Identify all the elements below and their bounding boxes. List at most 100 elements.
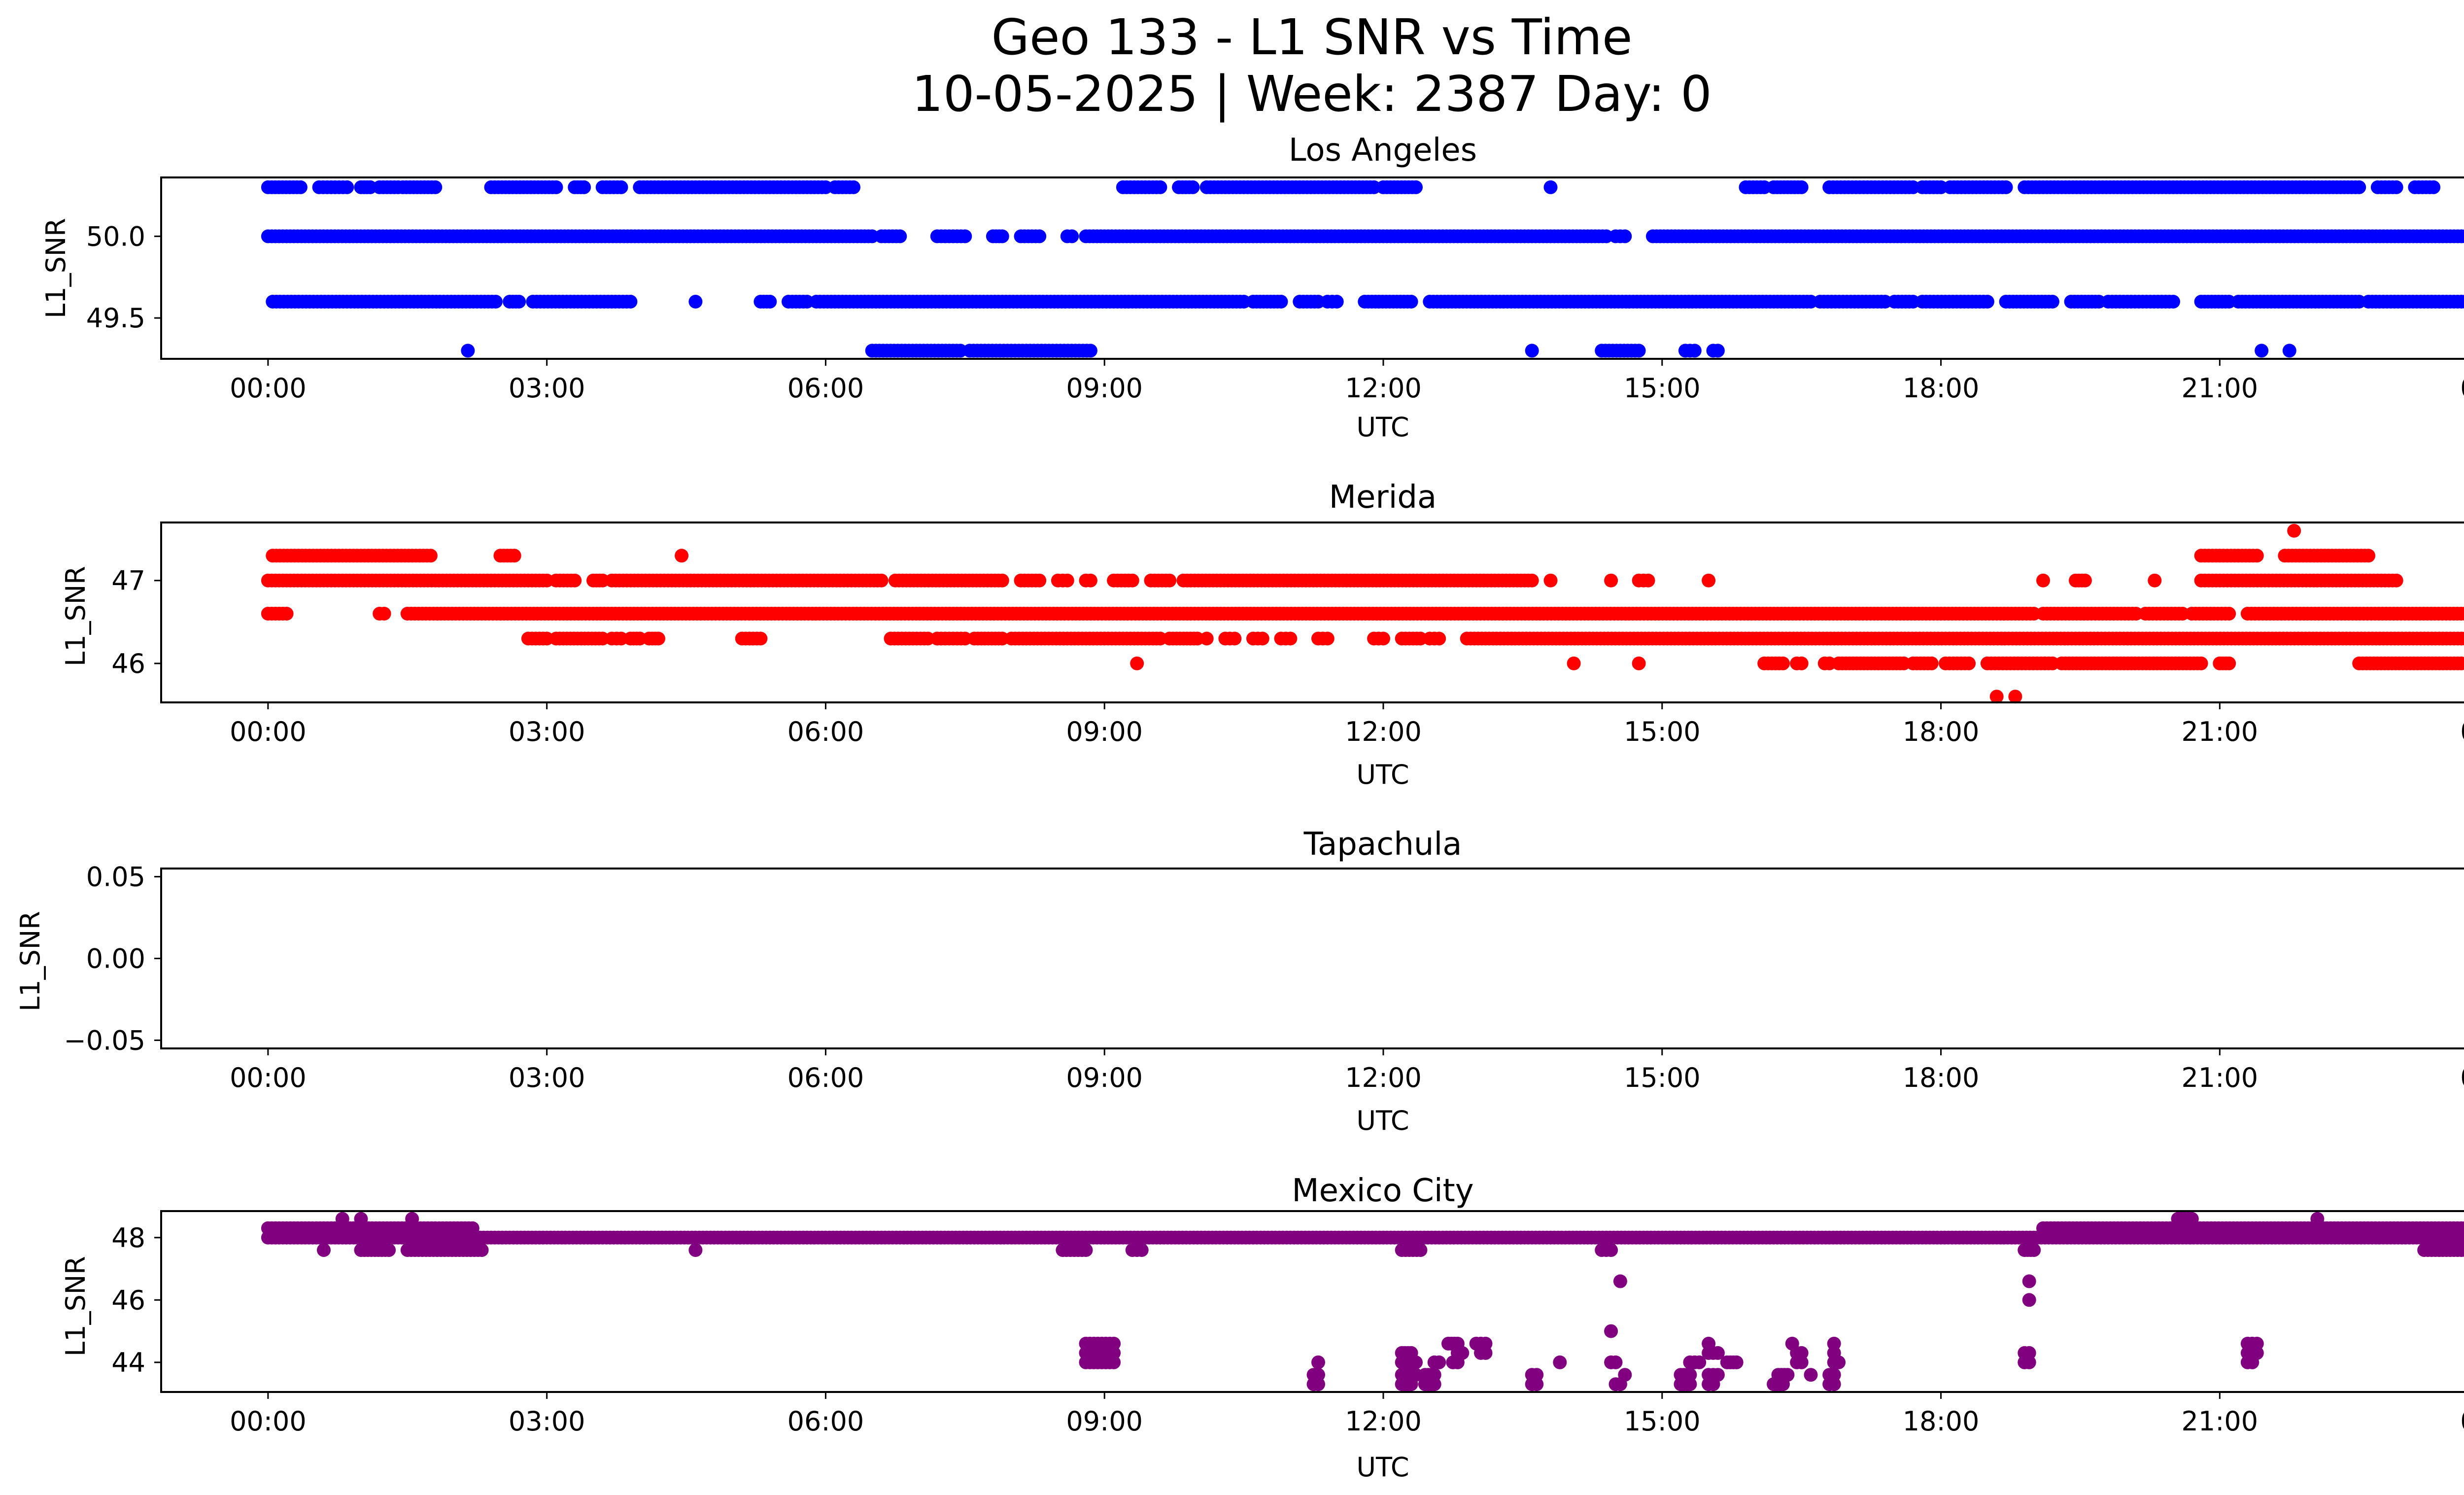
data-point — [893, 229, 907, 243]
x-tick-label: 09:00 — [1066, 1406, 1143, 1437]
data-point — [1687, 344, 1702, 358]
y-axis-label: L1_SNR — [60, 566, 91, 666]
x-tick-label: 15:00 — [1624, 1406, 1701, 1437]
x-tick-label: 06:00 — [787, 373, 864, 404]
data-point — [1255, 631, 1269, 646]
data-point — [577, 180, 591, 194]
data-point — [2022, 1355, 2036, 1369]
data-point — [423, 549, 438, 563]
data-point — [651, 631, 665, 646]
data-point — [1683, 1377, 1697, 1391]
x-tick-label: 21:00 — [2182, 1406, 2259, 1437]
data-point — [1320, 631, 1335, 646]
x-tick-label: 00:00 — [2460, 373, 2464, 404]
data-point — [995, 229, 1009, 243]
data-point — [2194, 656, 2208, 670]
data-point — [2458, 295, 2464, 309]
y-tick-label: −0.05 — [64, 1025, 145, 1056]
data-point — [1330, 295, 1344, 309]
data-point — [1999, 180, 2013, 194]
data-point — [1153, 180, 1167, 194]
data-point — [1608, 1355, 1623, 1369]
data-point — [2022, 1274, 2036, 1288]
data-point — [2427, 180, 2441, 194]
data-point — [1478, 1346, 1493, 1360]
x-tick-label: 03:00 — [509, 1062, 585, 1093]
data-point — [1432, 1355, 1446, 1369]
data-point — [382, 1243, 396, 1257]
data-point — [995, 573, 1009, 588]
y-tick-label: 44 — [111, 1347, 145, 1378]
x-tick-label: 09:00 — [1066, 716, 1143, 747]
x-tick-label: 00:00 — [230, 1062, 307, 1093]
data-point — [2022, 1293, 2036, 1307]
data-point — [1409, 180, 1423, 194]
data-point — [1924, 656, 1939, 670]
data-point — [1404, 295, 1418, 309]
data-point — [1450, 1355, 1465, 1369]
data-point — [512, 295, 526, 309]
data-point — [763, 295, 777, 309]
data-point — [1613, 1377, 1627, 1391]
data-point — [623, 295, 638, 309]
data-point — [2027, 1243, 2041, 1257]
data-point — [2282, 344, 2296, 358]
scatter-points — [261, 523, 2464, 704]
data-point — [1729, 1355, 1744, 1369]
y-axis-label: L1_SNR — [15, 911, 46, 1011]
x-tick-label: 18:00 — [1903, 373, 1980, 404]
data-point — [1692, 1355, 1707, 1369]
data-point — [2462, 297, 2464, 307]
data-point — [1311, 1377, 1325, 1391]
data-point — [1632, 344, 1646, 358]
data-point — [1832, 1355, 1846, 1369]
data-point — [2458, 229, 2464, 243]
data-point — [1543, 180, 1558, 194]
data-point — [2389, 573, 2403, 588]
y-tick-label: 50.0 — [86, 221, 145, 252]
y-tick-label: 0.00 — [86, 943, 145, 974]
data-point — [753, 631, 768, 646]
x-tick-label: 00:00 — [230, 1406, 307, 1437]
y-tick-label: 47 — [111, 565, 145, 596]
x-tick-label: 03:00 — [509, 716, 585, 747]
data-point — [340, 180, 354, 194]
data-point — [1413, 1243, 1428, 1257]
data-point — [2222, 607, 2236, 621]
x-tick-label: 00:00 — [2460, 716, 2464, 747]
x-tick-label: 09:00 — [1066, 1062, 1143, 1093]
data-point — [1702, 573, 1716, 588]
x-tick-label: 00:00 — [2460, 1406, 2464, 1437]
panel-los-angeles: Los Angeles UTC L1_SNR 49.5 50.0 00:00 03:… — [40, 132, 2464, 443]
x-tick-label: 09:00 — [1066, 373, 1143, 404]
data-point — [1404, 1377, 1418, 1391]
x-axis-label: UTC — [1356, 412, 1409, 443]
data-point — [1032, 229, 1047, 243]
data-point — [1409, 1355, 1423, 1369]
x-tick-label: 00:00 — [230, 373, 307, 404]
data-point — [1827, 1377, 1841, 1391]
data-point — [1632, 656, 1646, 670]
data-point — [488, 295, 503, 309]
data-point — [2245, 1355, 2259, 1369]
data-point — [1553, 1355, 1567, 1369]
data-point — [1604, 1243, 1618, 1257]
x-tick-label: 03:00 — [509, 373, 585, 404]
data-point — [2255, 344, 2269, 358]
x-tick-label: 18:00 — [1903, 716, 1980, 747]
data-point — [1283, 631, 1298, 646]
data-point — [2036, 573, 2050, 588]
data-point — [1776, 656, 1790, 670]
data-point — [1567, 656, 1581, 670]
data-point — [1376, 631, 1390, 646]
y-ticks: 49.5 50.0 — [86, 221, 161, 334]
data-point — [2222, 656, 2236, 670]
data-point — [293, 180, 308, 194]
x-tick-label: 18:00 — [1903, 1406, 1980, 1437]
data-point — [1794, 656, 1809, 670]
axes-frame — [160, 176, 2464, 360]
x-tick-label: 12:00 — [1345, 716, 1422, 747]
x-tick-label: 12:00 — [1345, 1062, 1422, 1093]
data-point — [1804, 1368, 1818, 1382]
